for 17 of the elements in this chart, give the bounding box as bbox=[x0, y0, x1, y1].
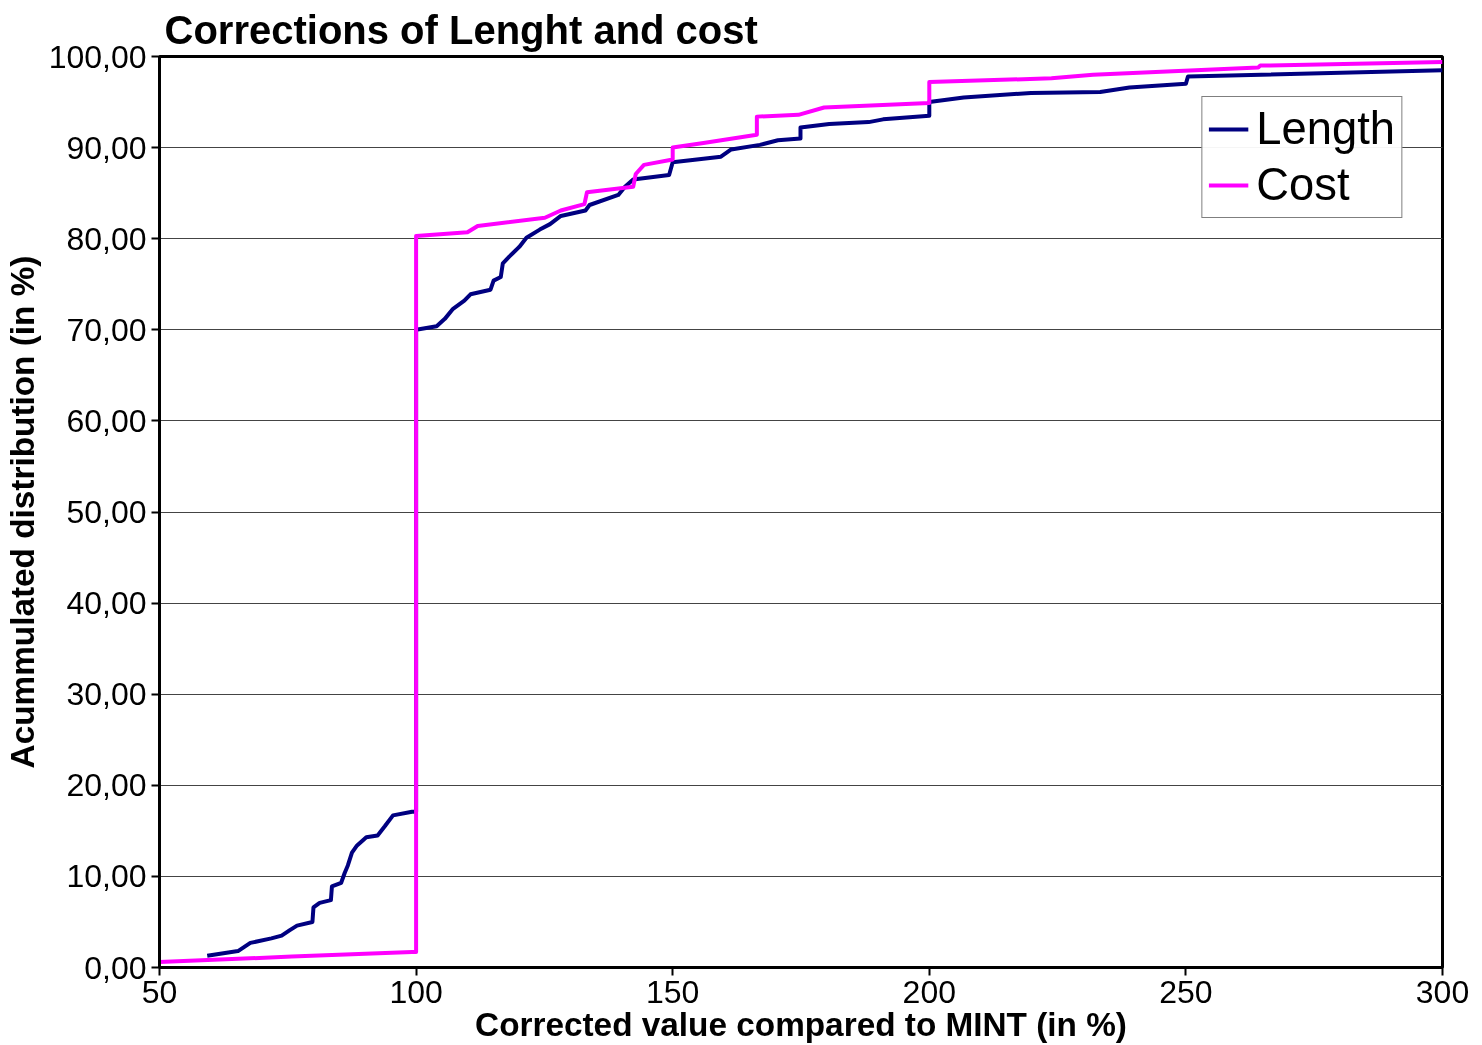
y-tick-label: 10,00 bbox=[66, 858, 147, 895]
y-axis-title: Acummulated distribution (in %) bbox=[3, 255, 41, 769]
x-tick-label: 300 bbox=[1415, 973, 1470, 1010]
y-tick-label: 70,00 bbox=[66, 311, 147, 348]
legend-label: Cost bbox=[1256, 159, 1350, 211]
y-tick-label: 20,00 bbox=[66, 767, 147, 804]
y-tick-label: 40,00 bbox=[66, 585, 147, 622]
chart-title: Corrections of Lenght and cost bbox=[164, 7, 758, 52]
y-tick-label: 50,00 bbox=[66, 494, 147, 530]
legend-label: Length bbox=[1256, 103, 1395, 155]
x-tick-label: 250 bbox=[1159, 973, 1213, 1010]
x-tick-label: 100 bbox=[389, 973, 443, 1010]
y-tick-label: 80,00 bbox=[66, 220, 147, 257]
y-tick-label: 30,00 bbox=[66, 676, 147, 713]
y-tick-label: 60,00 bbox=[66, 402, 147, 439]
y-tick-label: 100,00 bbox=[48, 38, 147, 75]
y-tick-label: 90,00 bbox=[66, 129, 147, 166]
